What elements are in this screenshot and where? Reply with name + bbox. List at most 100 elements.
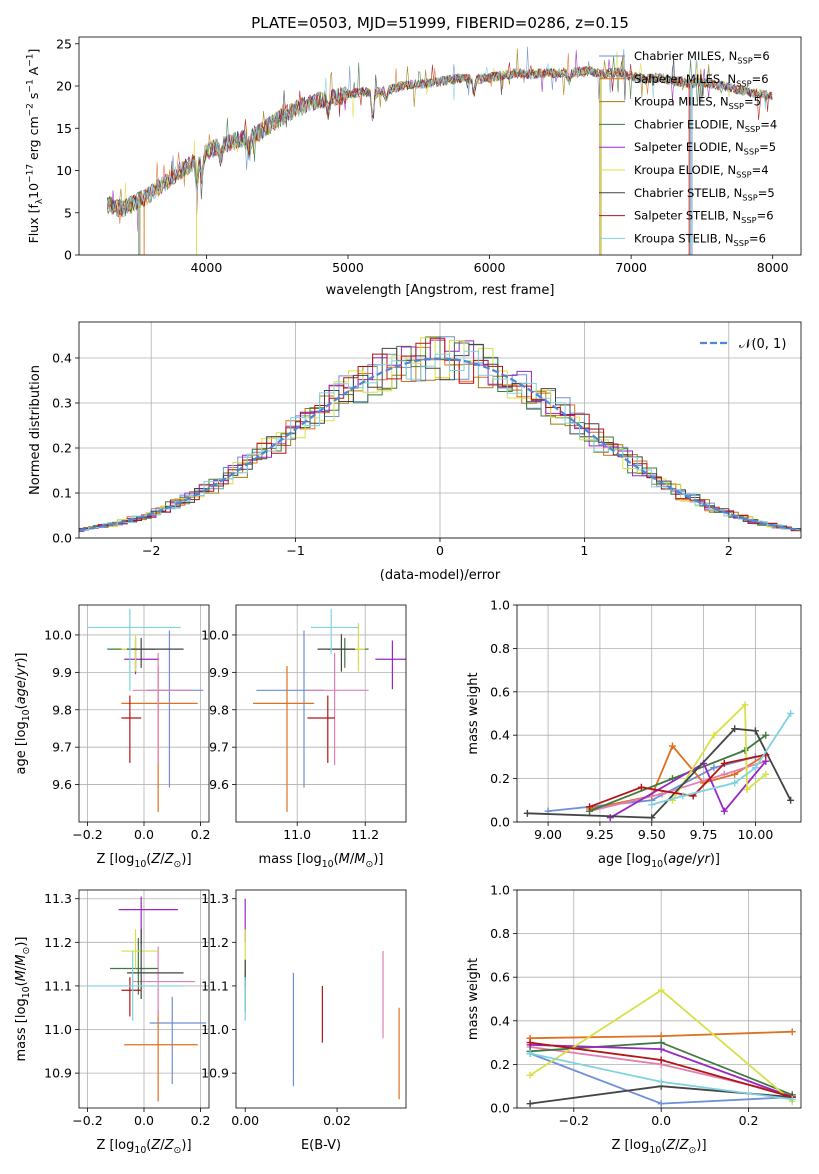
legend-label-part: =6 [753,49,770,63]
y-tick-label: 10.9 [201,1066,229,1081]
mass-vs-EBV-frame [235,889,407,1109]
y-axis-label-part: )] [14,937,29,947]
histogram-step [79,337,801,532]
legend-label-part: SSP [744,147,759,157]
errorbar-point [121,695,142,763]
y-tick-label: 0.0 [490,815,510,830]
y-tick-label: 0.2 [490,771,510,786]
errorbar-point [149,996,207,1085]
legend-label: Salpeter STELIB, NSSP=6 [634,209,774,225]
legend-label-part: =6 [752,72,769,86]
weight-series [648,710,795,809]
x-axis-label-part: age [log [598,852,651,867]
legend-label-part: =5 [758,186,775,200]
weight-marker [751,764,759,772]
legend-label-part: =5 [744,95,761,109]
y-tick-label: 0.2 [52,441,72,456]
weight-marker [657,1056,665,1064]
mass-vs-EBV-plot-area [244,898,400,1100]
y-tick-label: 0.3 [52,396,72,411]
legend-label-part: SSP [742,192,757,202]
y-tick-label: 1.0 [490,598,510,613]
y-axis-label-part: / [14,675,29,680]
weight-marker [751,727,759,735]
weight-line [589,753,766,808]
weight-marker [787,710,795,717]
weight-marker [648,801,656,809]
y-tick-label: 11.2 [201,935,229,950]
legend-label-part: =5 [759,140,776,154]
y-tick-label: 10.9 [44,1066,72,1081]
mass-vs-EBV-axes: 0.00 0.02 10.9 11.0 11.1 11.2 11.3 E(B-V) [201,889,407,1153]
weight-marker [741,746,749,754]
x-tick-label: −0.2 [72,1113,102,1128]
legend-label-part: SSP [737,55,752,65]
y-tick-label: 0.0 [490,1101,510,1116]
x-tick-label: 0.0 [651,1113,671,1128]
legend-label-part: =6 [757,209,774,223]
y-axis-label-part: Flux [f [26,204,41,244]
y-tick-label: 25 [56,36,72,51]
weight-series [523,725,795,822]
x-tick-label: −2 [142,543,160,558]
legend-label: Kroupa MILES, NSSP=5 [634,95,761,111]
x-axis-label: Z [log10(Z/Z⊙)] [96,852,191,870]
y-tick-label: 10.0 [201,627,229,642]
weight-series [526,1028,796,1042]
weight-vs-age-plot-area [523,701,795,822]
errorbar-point [127,929,184,999]
residual-distribution-axes: −2 −1 0 1 2 0.0 0.1 0.2 0.3 0.4 𝒩(0, 1) (data-model… [28,321,802,583]
mass-vs-Z-axes: −0.2 0.0 0.210.911.011.111.211.3Z [log10(Z… [14,889,210,1156]
errorbar-point [375,640,406,690]
y-axis-label-part: M [14,955,29,966]
y-tick-label: 20 [56,79,72,94]
x-tick-label: 8000 [757,260,789,275]
spectrum-axes: 4000 5000 6000 7000 8000 0 5 10 15 20 25 Chabrier M… [25,36,802,298]
x-tick-label: 2 [725,543,733,558]
errorbar-point [124,1009,198,1102]
y-axis-label-part: λ [35,198,45,204]
weight-marker [679,792,687,800]
x-axis-label-part: ( [334,852,339,867]
y-tick-label: 10 [56,163,72,178]
y-tick-label: 0.8 [490,926,510,941]
y-axis-label-part: A [26,66,41,79]
y-tick-label: 11.1 [201,978,229,993]
weight-marker [657,1039,665,1047]
legend-label: Salpeter MILES, NSSP=6 [634,72,769,88]
legend-label-part: SSP [729,101,744,111]
y-axis-label-part: age [14,680,29,704]
y-tick-label: 0.4 [490,728,510,743]
x-tick-label: 9.50 [638,827,666,842]
weight-marker [720,759,728,767]
weight-marker [657,1045,665,1053]
y-axis-label: mass [log10(M/M⊙)] [14,937,32,1062]
y-axis-label-part: erg cm [26,116,41,164]
legend-label-part: Chabrier MILES, N [634,49,737,63]
weight-marker [720,807,728,815]
x-axis-label-part: 10 [649,1145,661,1156]
histogram-step [79,350,801,531]
y-tick-label: 0.4 [52,351,72,366]
x-axis-label-part: / [160,852,165,867]
weight-marker [731,725,739,733]
x-axis-label: (data-model)/error [380,568,501,583]
weight-marker [637,783,645,791]
weight-marker [762,757,770,765]
x-axis-label-part: ( [146,852,151,867]
x-axis-label-part: Z [log [96,1138,134,1153]
errorbar-point [127,637,184,668]
x-axis-label-part: Z [log [611,1138,649,1153]
weight-series [526,1050,796,1103]
y-tick-label: 9.9 [209,665,229,680]
errorbar-point [348,622,366,672]
weight-marker [741,701,749,709]
x-axis-label-part: ( [146,1138,151,1153]
x-tick-label: −0.2 [72,827,102,842]
legend-label: Kroupa ELODIE, NSSP=4 [634,163,769,179]
y-tick-label: 0.8 [490,641,510,656]
x-axis-label-part: ⊙ [174,859,182,870]
